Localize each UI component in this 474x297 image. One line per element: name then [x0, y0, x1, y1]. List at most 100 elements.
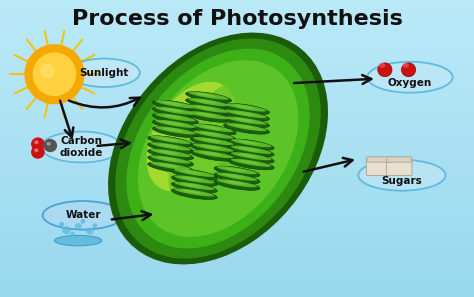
Ellipse shape	[196, 106, 217, 110]
Ellipse shape	[231, 152, 272, 160]
Ellipse shape	[217, 173, 257, 181]
Bar	[0, 183, 474, 186]
Bar	[0, 62, 474, 64]
Bar	[0, 97, 474, 99]
Ellipse shape	[62, 226, 71, 234]
Ellipse shape	[32, 138, 44, 150]
Ellipse shape	[169, 76, 286, 221]
Ellipse shape	[92, 223, 97, 228]
Ellipse shape	[238, 160, 259, 164]
Bar	[0, 79, 474, 82]
Bar	[0, 228, 474, 230]
Ellipse shape	[70, 232, 75, 236]
Ellipse shape	[224, 110, 269, 121]
Ellipse shape	[174, 188, 215, 197]
Bar	[0, 25, 474, 27]
Ellipse shape	[148, 142, 193, 154]
Ellipse shape	[182, 170, 202, 174]
Polygon shape	[72, 96, 82, 110]
Bar	[0, 161, 474, 163]
Bar	[0, 57, 474, 59]
Polygon shape	[82, 74, 100, 75]
FancyBboxPatch shape	[386, 158, 412, 176]
Ellipse shape	[158, 157, 179, 161]
Bar	[0, 72, 474, 74]
Bar	[0, 245, 474, 247]
Text: Sunlight: Sunlight	[80, 68, 129, 78]
Bar	[0, 32, 474, 35]
Ellipse shape	[228, 152, 274, 163]
Bar	[0, 104, 474, 106]
Bar	[0, 54, 474, 57]
Polygon shape	[79, 86, 95, 94]
Ellipse shape	[224, 116, 269, 128]
Bar	[0, 265, 474, 267]
Bar	[0, 215, 474, 218]
Bar	[0, 37, 474, 40]
Ellipse shape	[238, 154, 259, 158]
Ellipse shape	[188, 105, 229, 113]
Text: Carbon
dioxide: Carbon dioxide	[60, 136, 103, 158]
Bar	[0, 69, 474, 72]
Bar	[0, 166, 474, 168]
Ellipse shape	[191, 150, 236, 161]
Bar	[0, 116, 474, 119]
Bar	[0, 275, 474, 277]
Ellipse shape	[155, 113, 196, 121]
Ellipse shape	[191, 143, 236, 155]
Bar	[0, 243, 474, 245]
Bar	[0, 27, 474, 30]
Bar	[0, 295, 474, 297]
Bar	[0, 10, 474, 12]
Bar	[0, 252, 474, 255]
Ellipse shape	[148, 149, 193, 160]
Ellipse shape	[186, 98, 231, 109]
Bar	[0, 146, 474, 148]
Bar	[0, 136, 474, 139]
Bar	[0, 210, 474, 213]
Bar	[0, 121, 474, 124]
Bar	[0, 129, 474, 131]
Ellipse shape	[81, 219, 85, 224]
Ellipse shape	[238, 147, 259, 151]
Ellipse shape	[228, 159, 274, 170]
Ellipse shape	[226, 116, 267, 125]
FancyBboxPatch shape	[387, 157, 411, 162]
Ellipse shape	[224, 103, 269, 115]
Ellipse shape	[193, 150, 234, 158]
Ellipse shape	[201, 151, 221, 156]
Bar	[0, 277, 474, 280]
Bar	[0, 178, 474, 181]
Bar	[0, 168, 474, 171]
Ellipse shape	[155, 126, 196, 135]
Ellipse shape	[224, 168, 245, 172]
Bar	[0, 255, 474, 257]
Bar	[0, 203, 474, 206]
Bar	[0, 292, 474, 295]
Ellipse shape	[150, 149, 191, 157]
Bar	[0, 250, 474, 252]
Ellipse shape	[47, 143, 50, 145]
Ellipse shape	[182, 190, 202, 194]
Polygon shape	[60, 101, 64, 118]
Bar	[0, 193, 474, 195]
Ellipse shape	[25, 45, 84, 104]
Text: Sugars: Sugars	[382, 176, 422, 186]
Ellipse shape	[163, 121, 183, 125]
Polygon shape	[14, 55, 30, 63]
Ellipse shape	[188, 98, 229, 106]
Bar	[0, 82, 474, 84]
Bar	[0, 109, 474, 111]
Ellipse shape	[108, 33, 328, 264]
Ellipse shape	[158, 144, 179, 148]
Ellipse shape	[196, 113, 217, 117]
Ellipse shape	[193, 137, 234, 145]
Bar	[0, 52, 474, 54]
Ellipse shape	[358, 160, 446, 191]
Ellipse shape	[193, 130, 234, 139]
Ellipse shape	[401, 63, 416, 77]
Ellipse shape	[153, 107, 198, 118]
Ellipse shape	[182, 183, 202, 187]
Bar	[0, 282, 474, 285]
Bar	[0, 195, 474, 198]
